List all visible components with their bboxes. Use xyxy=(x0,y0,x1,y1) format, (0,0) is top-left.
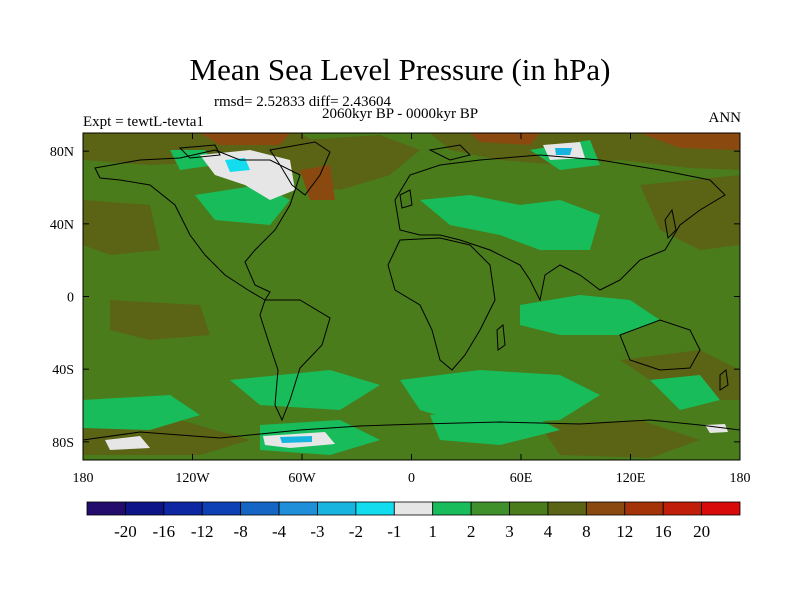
colorbar-level-label: -12 xyxy=(191,522,214,541)
colorbar-level-label: 16 xyxy=(655,522,672,541)
colorbar-level-label: -3 xyxy=(310,522,324,541)
lon-tick-label: 60E xyxy=(510,471,533,486)
map-axes: 180 120W 60W 0 60E 120E 180 80N 40N 0 40S 80S xyxy=(50,133,751,486)
lon-tick-label: 120W xyxy=(175,471,210,486)
lon-tick-label: 0 xyxy=(408,471,415,486)
experiment-label: Expt = tewtL-tevta1 xyxy=(83,114,204,130)
colorbar-swatch xyxy=(432,501,472,516)
colorbar-level-label: -20 xyxy=(114,522,137,541)
lat-tick-label: 40S xyxy=(52,363,74,378)
colorbar-level-label: 3 xyxy=(505,522,514,541)
colorbar-level-label: 8 xyxy=(582,522,591,541)
colorbar-swatch xyxy=(355,501,395,516)
colorbar-swatch xyxy=(317,501,357,516)
colorbar-swatch xyxy=(278,501,318,516)
colorbar-level-label: 1 xyxy=(428,522,437,541)
colorbar-level-label: 12 xyxy=(616,522,633,541)
season-label: ANN xyxy=(708,110,742,126)
colorbar-level-label: 20 xyxy=(693,522,710,541)
lat-tick-label: 0 xyxy=(67,291,74,306)
lon-tick-label: 60W xyxy=(288,471,316,486)
colorbar-swatch xyxy=(240,501,280,516)
map-background-field xyxy=(83,133,740,460)
lat-tick-label: 40N xyxy=(50,218,74,233)
colorbar-swatch xyxy=(163,501,203,516)
colorbar-level-label: -2 xyxy=(349,522,363,541)
colorbar-swatch xyxy=(201,501,242,516)
lat-tick-label: 80S xyxy=(52,436,74,451)
colorbar-level-label: 4 xyxy=(544,522,553,541)
map-title: Mean Sea Level Pressure (in hPa) xyxy=(189,52,611,87)
colorbar-swatch xyxy=(125,501,165,516)
colorbar-swatch xyxy=(547,501,587,516)
lon-tick-label: 120E xyxy=(616,471,646,486)
colorbar: -20 -16 -12 -8 -4 -3 -2 -1 1 2 3 4 8 12 16 20 xyxy=(86,501,741,541)
colorbar-level-label: -8 xyxy=(234,522,248,541)
colorbar-swatch xyxy=(624,501,664,516)
colorbar-swatch xyxy=(701,501,741,516)
lon-tick-label: 180 xyxy=(730,471,751,486)
colorbar-level-label: -16 xyxy=(152,522,175,541)
colorbar-swatch xyxy=(662,501,702,516)
anomaly-strong-positive-regions xyxy=(200,133,740,200)
map-plot-area xyxy=(83,133,740,460)
time-period-label: 2060kyr BP - 0000kyr BP xyxy=(322,106,479,122)
coastlines xyxy=(83,141,740,441)
colorbar-level-label: 2 xyxy=(467,522,476,541)
colorbar-level-label: -4 xyxy=(272,522,287,541)
lon-tick-label: 180 xyxy=(73,471,94,486)
anomaly-extreme-regions xyxy=(105,142,728,450)
colorbar-swatch xyxy=(86,501,126,516)
lat-tick-label: 80N xyxy=(50,145,74,160)
colorbar-level-label: -1 xyxy=(387,522,401,541)
colorbar-swatch xyxy=(509,501,549,516)
colorbar-swatch xyxy=(393,501,434,516)
rmsd-diff-stats: rmsd= 2.52833 diff= 2.43604 xyxy=(214,94,392,110)
colorbar-swatch xyxy=(470,501,510,516)
colorbar-swatch xyxy=(585,501,626,516)
